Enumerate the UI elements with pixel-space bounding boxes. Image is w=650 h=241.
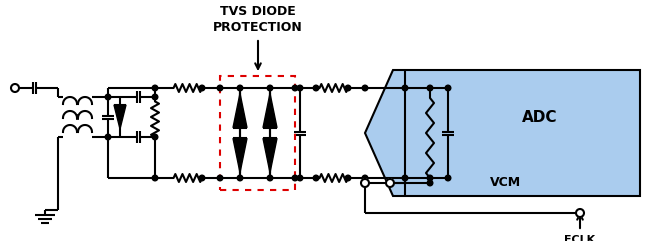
Circle shape (445, 85, 451, 91)
Circle shape (427, 85, 433, 91)
Circle shape (152, 175, 158, 181)
Polygon shape (365, 70, 640, 196)
Circle shape (386, 179, 394, 187)
Circle shape (297, 175, 303, 181)
Circle shape (237, 85, 243, 91)
Polygon shape (263, 94, 277, 127)
Circle shape (297, 85, 303, 91)
Circle shape (199, 175, 205, 181)
Circle shape (427, 175, 433, 181)
Circle shape (105, 94, 110, 100)
Circle shape (292, 175, 298, 181)
Circle shape (345, 85, 351, 91)
Circle shape (267, 175, 273, 181)
Text: ADC: ADC (522, 111, 558, 126)
Text: VCM: VCM (490, 176, 521, 189)
Circle shape (361, 179, 369, 187)
Circle shape (427, 180, 433, 186)
Circle shape (402, 175, 408, 181)
Polygon shape (114, 105, 126, 129)
Circle shape (152, 134, 158, 140)
Circle shape (362, 175, 368, 181)
Circle shape (105, 134, 110, 140)
Circle shape (217, 85, 223, 91)
Circle shape (362, 85, 368, 91)
Circle shape (345, 175, 351, 181)
Circle shape (445, 175, 451, 181)
Circle shape (267, 85, 273, 91)
Text: TVS DIODE
PROTECTION: TVS DIODE PROTECTION (213, 5, 303, 34)
Circle shape (313, 85, 318, 91)
Text: FCLK: FCLK (564, 235, 595, 241)
Circle shape (199, 85, 205, 91)
Circle shape (402, 85, 408, 91)
Circle shape (313, 175, 318, 181)
Polygon shape (233, 94, 247, 127)
Polygon shape (233, 138, 247, 173)
Circle shape (576, 209, 584, 217)
Circle shape (292, 85, 298, 91)
Circle shape (152, 85, 158, 91)
Circle shape (217, 175, 223, 181)
Circle shape (11, 84, 19, 92)
Polygon shape (263, 138, 277, 173)
Circle shape (152, 94, 158, 100)
Circle shape (237, 175, 243, 181)
